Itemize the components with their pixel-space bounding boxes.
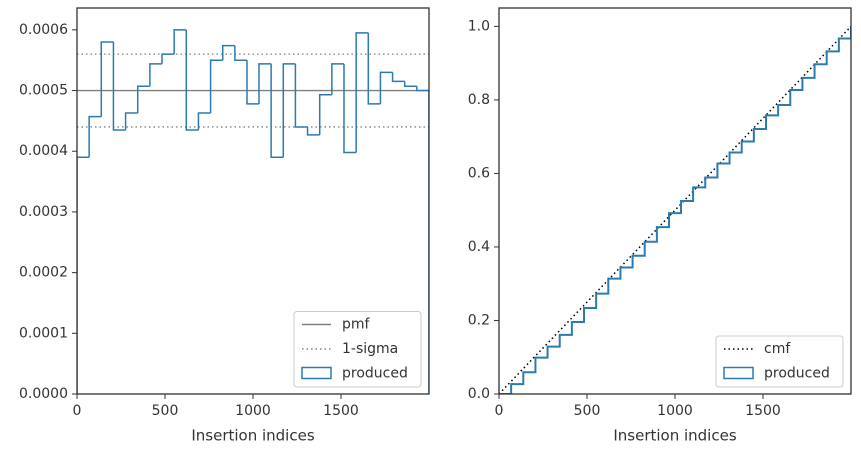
histogram-step (270, 63, 284, 159)
x-tick-label: 1500 (323, 403, 359, 419)
histogram-step (221, 44, 235, 61)
legend-swatch (723, 366, 754, 380)
x-tick-label: 1000 (657, 403, 693, 419)
histogram-step (391, 72, 405, 83)
y-tick-label: 0.0000 (19, 386, 68, 402)
histogram-step (367, 32, 381, 105)
legend-label: produced (764, 366, 830, 382)
histogram-step (197, 112, 211, 130)
histogram-step (173, 29, 187, 55)
x-tick-label: 0 (73, 403, 82, 419)
histogram-step (379, 71, 393, 104)
y-tick-label: 0.0002 (19, 265, 68, 281)
y-tick-label: 0.8 (468, 92, 490, 108)
histogram-step (100, 41, 114, 117)
histogram-step (282, 63, 296, 158)
histogram-step (77, 156, 90, 394)
histogram-step (331, 63, 344, 95)
histogram-step (318, 94, 332, 135)
x-axis-label: Insertion indices (613, 427, 736, 445)
y-tick-label: 0.0005 (19, 83, 68, 99)
line (499, 26, 851, 394)
histogram-step (185, 29, 199, 131)
y-tick-label: 0.0006 (19, 22, 68, 38)
y-tick-label: 0.6 (468, 165, 490, 181)
y-tick-label: 0.0003 (19, 204, 68, 220)
histogram-step (149, 63, 163, 87)
y-tick-label: 0.0004 (19, 143, 68, 159)
histogram-step (112, 41, 126, 131)
line (499, 25, 851, 394)
y-tick-label: 0.0 (468, 386, 490, 402)
x-tick-label: 0 (495, 403, 504, 419)
axes-frame (76, 7, 430, 395)
x-tick-label: 1000 (235, 403, 271, 419)
legend-label: pmf (342, 317, 371, 333)
x-axis-label: Insertion indices (191, 427, 314, 445)
x-tick-label: 500 (152, 403, 179, 419)
y-tick-label: 0.4 (468, 239, 490, 255)
histogram-step (88, 115, 102, 158)
histogram-step (258, 63, 272, 104)
histogram-step (234, 45, 248, 61)
histogram-step (294, 63, 308, 128)
legend-label: 1-sigma (342, 341, 398, 357)
histogram-step (161, 53, 175, 64)
x-tick-label: 1500 (745, 403, 781, 419)
y-tick-label: 1.0 (468, 18, 490, 34)
histogram-step (136, 85, 150, 113)
legend-swatch (301, 366, 332, 380)
histogram-step (124, 112, 138, 130)
histogram-step (416, 86, 429, 394)
legend-label: cmf (764, 341, 791, 357)
histogram-step (403, 81, 417, 88)
x-tick-label: 500 (574, 403, 601, 419)
histogram-step (306, 126, 320, 136)
histogram-step (355, 32, 369, 153)
histogram-step (209, 59, 223, 113)
axes-frame (498, 7, 852, 395)
histogram-step (246, 60, 259, 105)
legend-label: produced (342, 366, 408, 382)
y-tick-label: 0.0001 (19, 325, 68, 341)
y-tick-label: 0.2 (468, 312, 490, 328)
histogram-step (343, 63, 357, 154)
